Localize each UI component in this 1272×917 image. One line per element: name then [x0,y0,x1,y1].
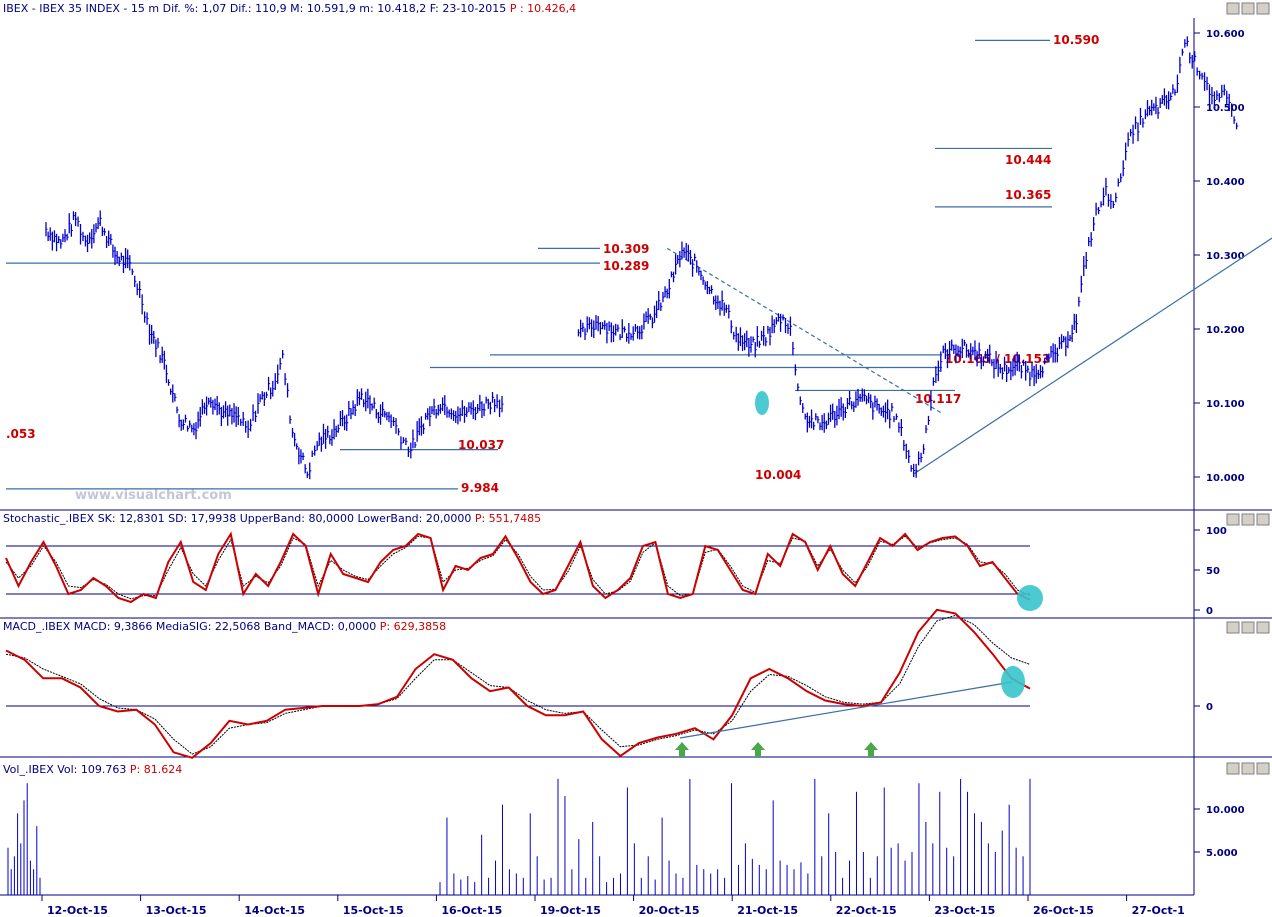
svg-text:IBEX - IBEX 35 INDEX - 15 m D: IBEX - IBEX 35 INDEX - 15 m Dif. %: 1,07… [3,2,576,15]
date-label: 21-Oct-15 [737,904,798,917]
price-tick-label: 10.400 [1206,177,1245,188]
price-tick-label: 10.500 [1206,103,1245,114]
stoch-tick-label: 0 [1206,606,1213,617]
svg-text:MACD_.IBEX MACD: 9,3866 Medi: MACD_.IBEX MACD: 9,3866 MediaSIG: 22,506… [3,620,446,633]
date-label: 16-Oct-15 [441,904,502,917]
up-arrow-icon [864,742,878,757]
price-window-buttons [1226,2,1270,15]
date-label: 26-Oct-15 [1033,904,1094,917]
vol-window-buttons [1226,762,1270,775]
level-label: 10.590 [1053,33,1099,47]
macd-highlight-marker [1001,666,1025,698]
macd-panel-last: P: 629,3858 [380,620,446,633]
macd-signal-line [5,614,1031,755]
level-label: 10.037 [458,438,504,452]
minimize-button[interactable] [1226,621,1240,634]
macd-window-buttons [1226,621,1270,634]
trendline [666,247,944,415]
price-tick-label: 10.300 [1206,251,1245,262]
level-label: 10.365 [1005,188,1051,202]
date-label: 12-Oct-15 [47,904,108,917]
level-label: 10.117 [915,392,961,406]
level-label: 10.289 [603,259,649,273]
date-label: 13-Oct-15 [146,904,207,917]
close-button[interactable] [1256,2,1270,15]
macd-panel: 0 [5,608,1213,759]
date-label: 27-Oct-1 [1132,904,1185,917]
restore-button[interactable] [1241,513,1255,526]
up-arrow-icon [675,742,689,757]
stoch-highlight-marker [1017,585,1043,611]
price-panel-last: P : 10.426,4 [510,2,576,15]
date-label: 15-Oct-15 [343,904,404,917]
price-tick-label: 10.200 [1206,325,1245,336]
vol-panel-title: Vol_.IBEX Vol: 109.763 [3,763,126,776]
macd-panel-title: MACD_.IBEX MACD: 9,3866 MediaSIG: 22,506… [3,620,376,633]
stochastic-panel: 100 50 0 [5,526,1227,617]
vol-panel-last: P: 81.624 [130,763,182,776]
close-button[interactable] [1256,513,1270,526]
minimize-button[interactable] [1226,762,1240,775]
volume-panel: 10.000 5.000 [7,778,1245,895]
date-label: 19-Oct-15 [540,904,601,917]
up-arrow-icon [751,742,765,757]
stoch-panel-last: P: 551,7485 [475,512,541,525]
minimize-button[interactable] [1226,2,1240,15]
stoch-tick-label: 50 [1206,566,1220,577]
macd-line [5,608,1031,759]
restore-button[interactable] [1241,2,1255,15]
date-label: 22-Oct-15 [836,904,897,917]
svg-text:Stochastic_.IBEX SK: 12,8301: Stochastic_.IBEX SK: 12,8301 SD: 17,9938… [3,512,541,525]
price-tick-label: 10.100 [1206,399,1245,410]
level-label: 10.444 [1005,153,1051,167]
price-panel-title: IBEX - IBEX 35 INDEX - 15 m Dif. %: 1,07… [3,2,506,15]
watermark: www.visualchart.com [75,488,232,503]
vol-tick-label: 5.000 [1206,848,1238,859]
minimize-button[interactable] [1226,513,1240,526]
restore-button[interactable] [1241,762,1255,775]
left-cut-label: .053 [6,427,36,441]
close-button[interactable] [1256,621,1270,634]
trendline [913,237,1272,475]
price-highlight-marker [755,391,769,415]
stoch-sk-line [5,531,1031,604]
svg-text:Vol_.IBEX Vol: 109.763 P: 81.: Vol_.IBEX Vol: 109.763 P: 81.624 [3,763,182,776]
close-button[interactable] [1256,762,1270,775]
macd-trendline [679,681,1013,739]
price-tick-label: 10.000 [1206,473,1245,484]
restore-button[interactable] [1241,621,1255,634]
date-axis: 12-Oct-15 13-Oct-15 14-Oct-15 15-Oct-15 16-O… [41,895,1185,917]
price-tick-label: 10.600 [1206,29,1245,40]
stoch-panel-title: Stochastic_.IBEX SK: 12,8301 SD: 17,9938… [3,512,471,525]
date-label: 14-Oct-15 [244,904,305,917]
stoch-tick-label: 100 [1206,526,1227,537]
vol-tick-label: 10.000 [1206,805,1245,816]
date-label: 23-Oct-15 [934,904,995,917]
level-label: 9.984 [461,481,499,495]
level-label: 10.004 [755,468,801,482]
macd-tick-label: 0 [1206,702,1213,713]
price-panel: 10.600 10.500 10.400 10.300 10.200 10.100 10.0… [6,29,1272,495]
date-label: 20-Oct-15 [639,904,700,917]
level-label: 10.309 [603,242,649,256]
stoch-window-buttons [1226,513,1270,526]
